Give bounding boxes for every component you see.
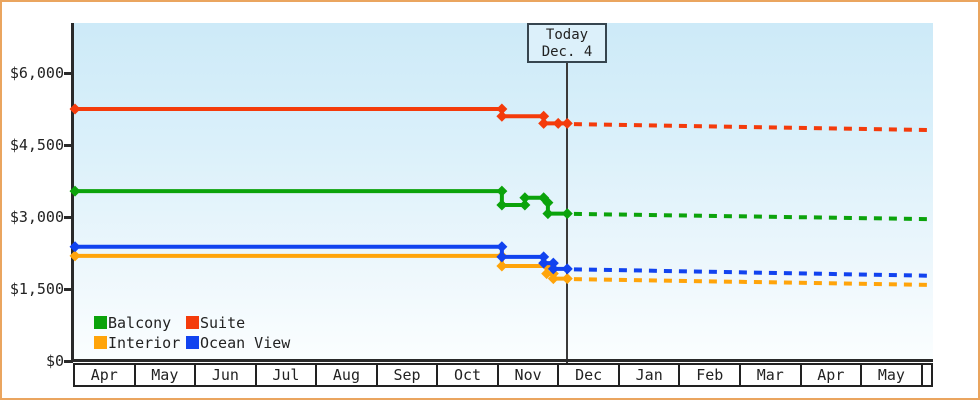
legend-label: Interior: [108, 334, 181, 352]
legend-label: Ocean View: [200, 334, 291, 352]
legend-swatch: [94, 336, 107, 349]
month-cell: Aug: [317, 365, 378, 385]
month-cell: Apr: [802, 365, 863, 385]
month-cell: Oct: [438, 365, 499, 385]
legend-item-suite: Suite: [186, 313, 290, 333]
today-label: Today: [545, 27, 589, 43]
legend-item-ocean-view: Ocean View: [186, 333, 290, 353]
x-axis-month-row: Apr May Jun Jul Aug Sep Oct Nov Dec Jan Feb Mar Apr M…: [73, 363, 933, 387]
legend-item-interior: Interior: [94, 333, 186, 353]
month-cell: Jul: [257, 365, 318, 385]
month-cell: Dec: [559, 365, 620, 385]
month-cell: Sep: [378, 365, 439, 385]
month-cell: Feb: [680, 365, 742, 385]
month-cell: May: [136, 365, 197, 385]
month-cell: Mar: [741, 365, 802, 385]
y-tick-label: $6,000: [9, 64, 64, 82]
today-annotation-box: Today Dec. 4: [527, 23, 607, 63]
today-vertical-line: [566, 62, 568, 363]
legend-label: Balcony: [108, 314, 172, 332]
y-tick-label: $4,500: [9, 136, 64, 154]
month-cell: Jun: [196, 365, 257, 385]
legend-swatch: [186, 316, 199, 329]
today-date: Dec. 4: [541, 44, 593, 60]
month-cell: Jan: [620, 365, 681, 385]
chart-legend: Balcony Suite Interior Ocean View: [94, 313, 290, 353]
legend-swatch: [186, 336, 199, 349]
legend-swatch: [94, 316, 107, 329]
month-cell: Nov: [499, 365, 560, 385]
legend-label: Suite: [200, 314, 246, 332]
y-tick-label: $1,500: [9, 280, 64, 298]
x-axis-line: [71, 359, 933, 362]
legend-item-balcony: Balcony: [94, 313, 186, 333]
month-cell: Apr: [75, 365, 136, 385]
month-cell: May: [862, 365, 923, 385]
y-axis-line: [71, 23, 74, 361]
y-tick-label: $0: [45, 352, 64, 370]
chart-plot-area: [74, 23, 933, 361]
month-cell-partial: [923, 365, 931, 385]
y-tick-label: $3,000: [9, 208, 64, 226]
